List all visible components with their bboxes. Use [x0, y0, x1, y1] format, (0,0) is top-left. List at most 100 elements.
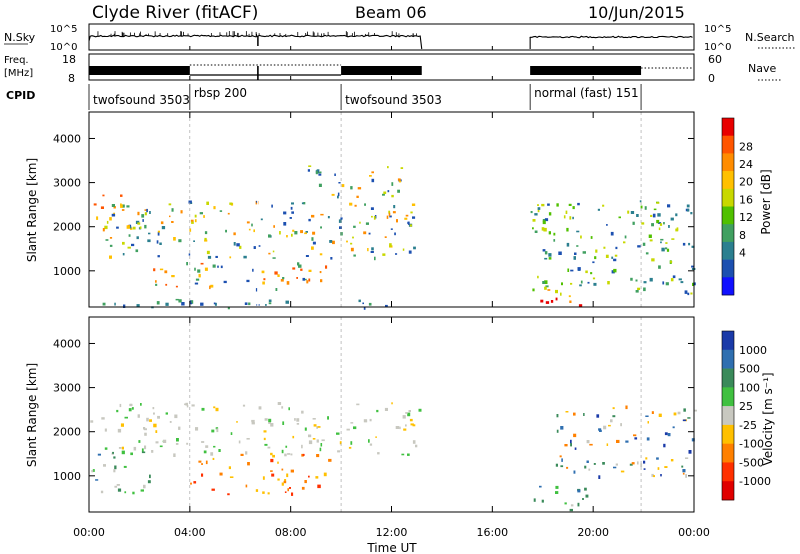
scatter-cell: [602, 462, 605, 465]
scatter-cell: [412, 440, 416, 444]
scatter-cell: [350, 441, 353, 445]
scatter-cell: [214, 302, 217, 306]
scatter-cell: [346, 428, 350, 431]
scatter-cell: [292, 435, 295, 439]
scatter-cell: [253, 246, 256, 249]
scatter-cell: [544, 251, 548, 255]
colorbar-tick-label: 28: [739, 140, 753, 153]
scatter-cell: [596, 414, 600, 418]
y-tick-label: 3000: [53, 177, 81, 190]
scatter-cell: [371, 215, 373, 218]
scatter-cell: [320, 213, 324, 216]
scatter-cell: [277, 478, 280, 481]
scatter-cell: [349, 202, 353, 206]
scatter-cell: [203, 215, 205, 218]
scatter-cell: [135, 249, 139, 253]
scatter-cell: [573, 412, 576, 416]
scatter-cell: [413, 246, 416, 250]
scatter-cell: [165, 283, 168, 286]
scatter-cell: [113, 206, 116, 209]
scatter-cell: [593, 463, 596, 465]
scatter-cell: [319, 271, 322, 274]
scatter-cell: [252, 268, 254, 272]
scatter-cell: [633, 434, 637, 437]
scatter-cell: [555, 297, 558, 301]
scatter-cell: [168, 203, 172, 206]
scatter-cell: [282, 277, 285, 280]
colorbar-tick-label: 25: [739, 400, 753, 413]
scatter-cell: [586, 440, 590, 444]
scatter-cell: [411, 203, 416, 206]
scatter-cell: [255, 288, 259, 292]
scatter-cell: [533, 498, 536, 502]
scatter-cell: [102, 194, 105, 197]
scatter-cell: [631, 462, 635, 465]
scatter-cell: [305, 255, 309, 257]
scatter-cell: [577, 267, 581, 271]
scatter-cell: [686, 204, 690, 208]
scatter-cell: [105, 239, 109, 241]
scatter-cell: [223, 280, 227, 284]
scatter-cell: [126, 225, 130, 229]
scatter-cell: [197, 269, 201, 273]
scatter-cell: [204, 239, 208, 242]
scatter-cell: [327, 416, 329, 420]
scatter-cell: [143, 484, 146, 489]
scatter-cell: [391, 402, 393, 405]
cpid-segment-label: rbsp 200: [194, 86, 247, 100]
scatter-cell: [186, 404, 189, 408]
colorbar-swatch: [722, 171, 734, 190]
scatter-cell: [171, 275, 175, 278]
scatter-cell: [95, 479, 99, 481]
scatter-cell: [300, 230, 303, 234]
scatter-cell: [312, 231, 316, 235]
scatter-cell: [245, 451, 248, 455]
scatter-cell: [658, 227, 661, 231]
scatter-cell: [353, 225, 356, 228]
scatter-cell: [594, 256, 597, 260]
scatter-cell: [281, 406, 284, 409]
scatter-cell: [346, 240, 348, 243]
scatter-cell: [356, 403, 360, 406]
scatter-cell: [230, 432, 233, 435]
scatter-cell: [560, 292, 562, 296]
scatter-cell: [284, 453, 287, 457]
scatter-cell: [291, 233, 293, 237]
scatter-cell: [116, 484, 120, 486]
colorbar-swatch: [722, 118, 734, 136]
scatter-cell: [580, 280, 583, 284]
scatter-cell: [198, 273, 201, 278]
scatter-cell: [229, 202, 233, 205]
scatter-cell: [277, 402, 282, 405]
freq-band-3: [530, 66, 642, 75]
x-tick-label: 12:00: [376, 526, 408, 539]
scatter-cell: [402, 248, 405, 251]
scatter-cell: [555, 491, 559, 494]
scatter-cell: [573, 470, 576, 474]
scatter-cell: [204, 231, 208, 235]
scatter-cell: [407, 453, 410, 456]
colorbar-swatch: [722, 424, 734, 444]
scatter-cell: [539, 485, 542, 488]
scatter-cell: [615, 463, 618, 466]
scatter-cell: [644, 206, 647, 210]
scatter-cell: [598, 475, 601, 479]
scatter-cell: [570, 439, 572, 444]
scatter-cell: [205, 460, 208, 465]
scatter-cell: [555, 485, 559, 489]
scatter-cell: [306, 280, 309, 284]
scatter-cell: [572, 216, 574, 220]
colorbar-tick-label: -100: [739, 438, 764, 451]
scatter-cell: [657, 213, 661, 217]
scatter-cell: [693, 409, 697, 412]
scatter-cell: [339, 226, 342, 229]
scatter-cell: [305, 231, 308, 233]
cpid-segments: twofsound 3503 rbsp 200 twofsound 3503 norm…: [88, 84, 642, 110]
scatter-cell: [312, 418, 316, 420]
scatter-cell: [209, 285, 211, 290]
scatter-cell: [189, 302, 193, 305]
scatter-cell: [260, 218, 263, 221]
scatter-cell: [271, 473, 275, 477]
scatter-cell: [123, 465, 127, 468]
scatter-cell: [408, 410, 411, 413]
